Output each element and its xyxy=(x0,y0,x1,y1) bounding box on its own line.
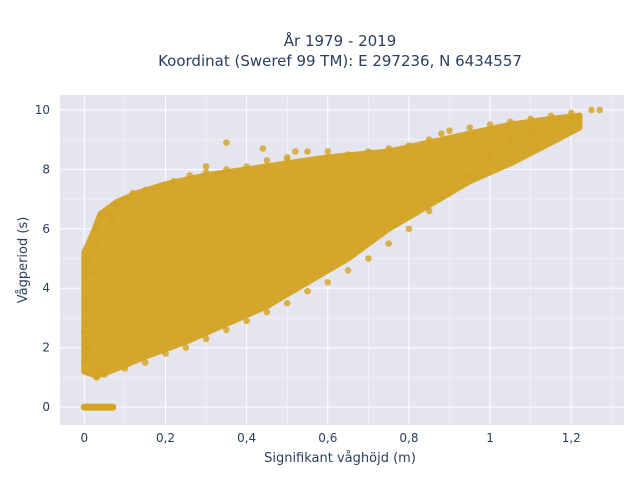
data-point xyxy=(243,317,250,325)
data-point xyxy=(154,183,161,191)
data-point xyxy=(85,255,92,262)
data-point xyxy=(344,267,352,274)
data-point xyxy=(93,240,100,247)
data-point xyxy=(141,359,149,366)
data-point xyxy=(97,213,104,221)
y-tick-label: 6 xyxy=(42,222,50,236)
data-point xyxy=(405,142,413,149)
data-point xyxy=(365,255,372,262)
data-point xyxy=(507,118,514,126)
data-point xyxy=(486,154,494,161)
x-tick-label: 0,2 xyxy=(156,431,175,445)
x-tick-label: 0 xyxy=(81,431,89,445)
data-point xyxy=(446,189,453,197)
x-tick-label: 0,4 xyxy=(237,431,256,445)
x-tick-label: 0,8 xyxy=(399,431,418,445)
data-point xyxy=(588,106,595,114)
x-tick-label: 0,6 xyxy=(318,431,337,445)
data-point xyxy=(105,210,112,218)
data-point xyxy=(568,109,575,117)
data-point xyxy=(568,115,575,123)
x-tick-label: 1,2 xyxy=(562,431,581,445)
data-point xyxy=(263,157,271,164)
data-point xyxy=(223,166,230,173)
data-point xyxy=(438,130,445,137)
data-point xyxy=(304,287,311,295)
data-point xyxy=(182,344,190,352)
data-point xyxy=(81,329,88,337)
data-point xyxy=(263,308,271,316)
data-point xyxy=(507,136,514,143)
x-axis-title: Signifikant våghöjd (m) xyxy=(264,451,416,466)
data-point xyxy=(202,169,210,176)
data-point xyxy=(344,151,352,158)
data-point xyxy=(527,130,534,137)
data-point xyxy=(129,189,137,197)
data-point xyxy=(304,148,311,155)
data-point xyxy=(466,172,474,179)
data-point xyxy=(141,186,149,194)
data-point xyxy=(425,207,433,215)
data-point xyxy=(223,139,230,146)
data-point xyxy=(446,127,453,134)
data-point xyxy=(527,115,534,123)
data-point xyxy=(405,225,413,233)
data-point xyxy=(547,112,555,120)
y-tick-label: 4 xyxy=(42,281,50,295)
data-point xyxy=(109,216,116,224)
point-cloud xyxy=(81,112,583,379)
data-point xyxy=(81,359,88,366)
data-point xyxy=(89,365,96,372)
x-tick-label: 1 xyxy=(486,431,494,445)
data-point xyxy=(324,279,332,286)
data-point xyxy=(365,148,372,155)
data-point xyxy=(121,365,129,372)
data-point xyxy=(283,157,291,164)
y-tick-label: 2 xyxy=(42,341,50,355)
data-point xyxy=(385,240,393,247)
y-tick-label: 10 xyxy=(35,103,50,117)
data-point xyxy=(425,136,433,143)
data-point xyxy=(243,163,250,170)
data-points xyxy=(80,106,603,411)
data-point xyxy=(223,326,230,334)
data-point xyxy=(576,112,583,120)
data-point xyxy=(259,145,267,152)
data-point xyxy=(186,172,194,179)
data-point xyxy=(170,177,177,185)
y-axis-ticks: 0 2 4 6 8 10 xyxy=(35,103,50,414)
data-point xyxy=(93,374,100,381)
y-tick-label: 0 xyxy=(42,400,50,414)
data-point xyxy=(292,148,299,155)
chart-title-line-1: År 1979 - 2019 xyxy=(284,31,397,50)
data-point xyxy=(202,163,210,170)
data-point xyxy=(202,335,210,343)
data-point xyxy=(596,106,603,114)
data-point xyxy=(93,225,100,233)
data-point xyxy=(101,371,108,378)
data-point xyxy=(385,145,393,152)
data-point xyxy=(486,121,494,128)
y-axis-title: Vågperiod (s) xyxy=(16,217,31,304)
data-point xyxy=(113,201,121,209)
data-point xyxy=(162,350,169,357)
data-point xyxy=(324,148,332,155)
data-point xyxy=(283,299,291,307)
chart-title-line-2: Koordinat (Sweref 99 TM): E 297236, N 64… xyxy=(158,52,522,70)
y-tick-label: 8 xyxy=(42,162,50,176)
data-point xyxy=(466,124,474,131)
data-point xyxy=(85,344,92,352)
x-axis-ticks: 0 0,2 0,4 0,6 0,8 1 1,2 xyxy=(81,431,581,445)
data-point xyxy=(89,270,96,277)
data-point xyxy=(121,195,129,203)
